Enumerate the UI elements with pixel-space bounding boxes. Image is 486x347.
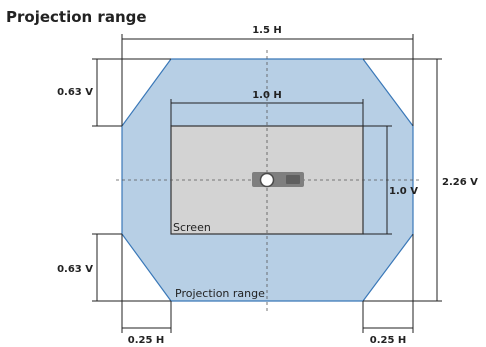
screen-width-label: 1.0 H [252, 90, 282, 101]
top-width-dimension [121, 34, 414, 126]
upper-offset-label: 0.63 V [57, 87, 93, 98]
diagram-title: Projection range [6, 8, 147, 26]
lower-offset-label: 0.63 V [57, 264, 93, 275]
right-offset-dimension [362, 234, 414, 333]
total-height-label: 2.26 V [442, 177, 478, 188]
right-offset-label: 0.25 H [370, 335, 407, 346]
left-offset-label: 0.25 H [128, 335, 165, 346]
screen-height-label: 1.0 V [389, 186, 418, 197]
top-width-label: 1.5 H [252, 25, 282, 36]
upper-offset-dimension [92, 58, 171, 127]
screen-height-dimension [363, 125, 392, 235]
projector-icon [252, 172, 304, 188]
total-height-dimension [363, 58, 442, 302]
projection-range-label: Projection range [175, 287, 265, 300]
left-offset-dimension [121, 234, 172, 333]
screen-label: Screen [173, 221, 211, 234]
screen-width-dimension [170, 99, 364, 126]
lower-offset-dimension [92, 233, 171, 302]
